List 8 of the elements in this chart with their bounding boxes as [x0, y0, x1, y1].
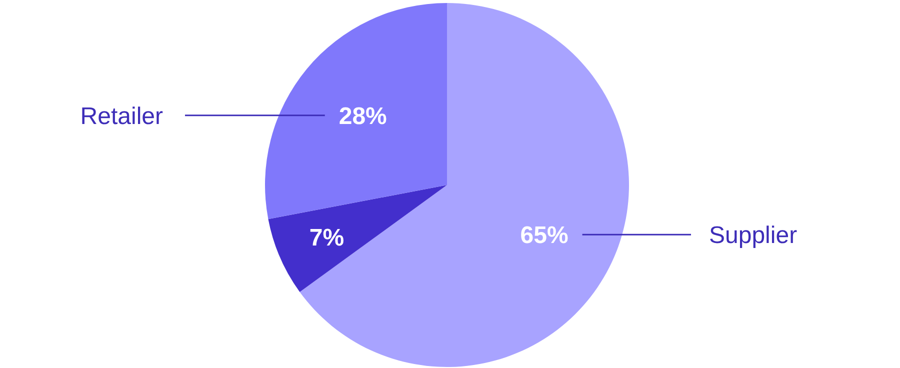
- slice-label: Retailer: [80, 102, 164, 130]
- pie-slice: [265, 3, 447, 220]
- pie-slice: [300, 3, 629, 367]
- data-label: 65%: [520, 222, 568, 249]
- data-label: 28%: [338, 102, 387, 130]
- slice-label: Supplier: [709, 222, 798, 249]
- pie-slice: [268, 185, 447, 292]
- data-label: 7%: [309, 224, 344, 252]
